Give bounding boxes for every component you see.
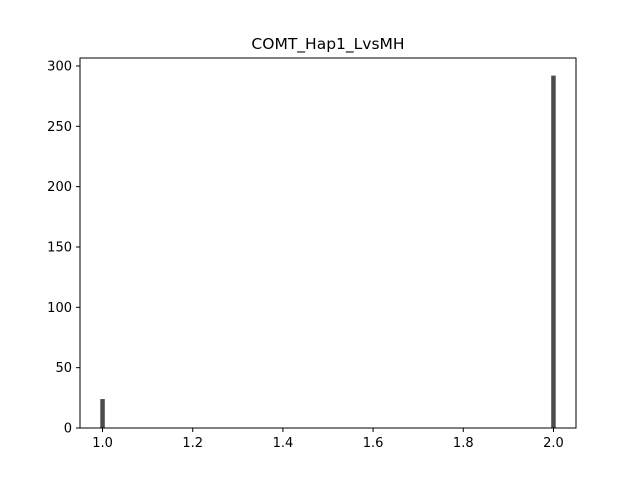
bar-0	[100, 399, 105, 428]
chart-title: COMT_Hap1_LvsMH	[251, 35, 404, 54]
x-tick-label: 1.6	[363, 436, 384, 451]
y-tick-label: 300	[47, 59, 72, 74]
x-tick-label: 1.8	[453, 436, 474, 451]
y-tick-label: 150	[47, 240, 72, 255]
plot-frame	[79, 57, 577, 429]
x-tick-label: 1.2	[182, 436, 203, 451]
y-tick-label: 50	[55, 361, 72, 376]
x-tick-label: 1.4	[273, 436, 294, 451]
y-tick-label: 100	[47, 301, 72, 316]
y-tick-label: 200	[47, 180, 72, 195]
bar-1	[551, 75, 556, 428]
y-axis: 0 50 100 150 200 250 300	[47, 59, 80, 437]
x-tick-label: 1.0	[92, 436, 113, 451]
bars-group	[100, 75, 556, 428]
x-tick-label: 2.0	[543, 436, 564, 451]
y-tick-label: 0	[64, 422, 72, 437]
x-axis: 1.0 1.2 1.4 1.6 1.8 2.0	[92, 428, 564, 451]
y-tick-label: 250	[47, 120, 72, 135]
